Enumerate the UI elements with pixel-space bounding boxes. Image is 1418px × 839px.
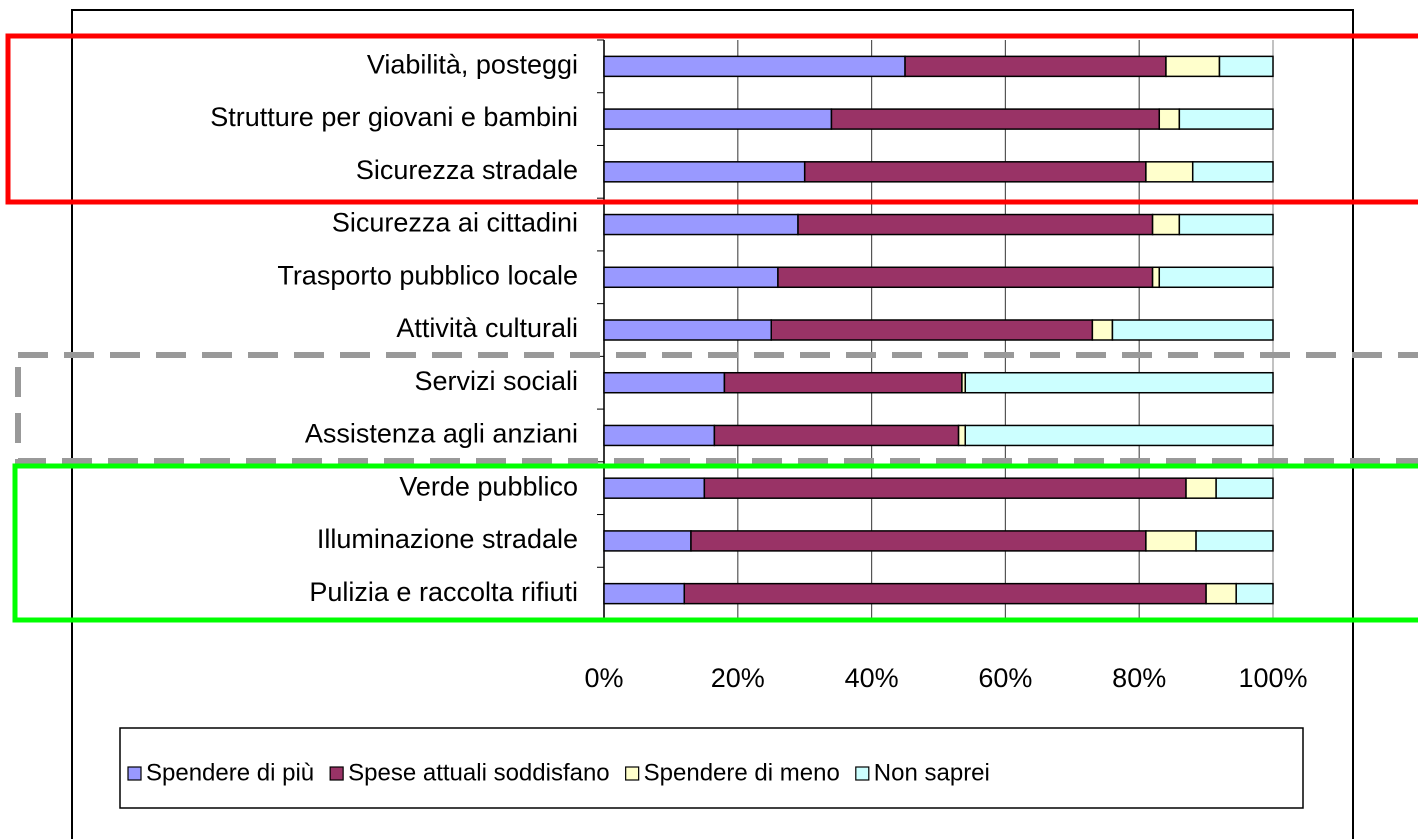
category-label: Strutture per giovani e bambini xyxy=(210,102,578,132)
bar-segment xyxy=(803,161,1147,183)
x-tick-label: 60% xyxy=(978,663,1032,693)
legend-swatch xyxy=(127,766,142,781)
category-label: Viabilità, posteggi xyxy=(367,49,578,79)
legend-swatch xyxy=(625,766,640,781)
legend-label: Spendere di più xyxy=(146,759,314,786)
bar-segment xyxy=(1195,530,1274,552)
bar-segment xyxy=(1235,582,1274,605)
legend-label: Spendere di meno xyxy=(644,759,840,786)
highlight-red xyxy=(5,33,1418,205)
x-tick-label: 100% xyxy=(1238,663,1307,693)
highlight-green xyxy=(12,463,1418,623)
bar-segment xyxy=(603,477,706,499)
legend-label: Spese attuali soddisfano xyxy=(348,759,610,786)
bar-segment xyxy=(1151,266,1161,289)
x-tick-label: 0% xyxy=(584,663,623,693)
bar-segment xyxy=(723,371,963,394)
bar-segment xyxy=(1185,477,1217,499)
category-label: Trasporto pubblico locale xyxy=(277,260,578,290)
bar-segment xyxy=(603,55,906,78)
bar-segment xyxy=(1178,213,1274,236)
legend-box xyxy=(119,727,1304,809)
bar-segment xyxy=(1205,582,1237,605)
bar-segment xyxy=(830,108,1161,130)
bar-segment xyxy=(603,319,772,341)
chart-border xyxy=(71,9,1354,839)
bar-segment xyxy=(603,424,716,447)
category-label: Verde pubblico xyxy=(399,471,578,501)
legend-label: Non saprei xyxy=(874,759,990,786)
x-tick-label: 80% xyxy=(1112,663,1166,693)
bar-segment xyxy=(964,424,1274,447)
bar-segment xyxy=(1191,161,1274,183)
bar-segment xyxy=(1145,161,1194,183)
bar-segment xyxy=(1158,266,1274,289)
x-tick-label: 40% xyxy=(845,663,899,693)
bar-segment xyxy=(603,266,779,289)
bar-segment xyxy=(603,530,692,552)
bar-segment xyxy=(1165,55,1221,78)
bar-segment xyxy=(703,477,1187,499)
category-label: Attività culturali xyxy=(396,313,578,343)
bar-segment xyxy=(603,161,806,183)
category-label: Servizi sociali xyxy=(414,366,578,396)
bar-segment xyxy=(1091,319,1114,341)
bar-segment xyxy=(683,582,1207,605)
bar-segment xyxy=(603,213,799,236)
category-label: Pulizia e raccolta rifiuti xyxy=(309,577,578,607)
bar-segment xyxy=(603,371,726,394)
bar-segment xyxy=(690,530,1147,552)
bar-segment xyxy=(1178,108,1274,130)
bar-segment xyxy=(770,319,1094,341)
bar-segment xyxy=(603,582,686,605)
bar-segment xyxy=(797,213,1154,236)
category-label: Assistenza agli anziani xyxy=(305,419,578,449)
highlight-gray xyxy=(15,352,1418,464)
plot-area: 0% 20% 40% 60% 80% 100% Viabilità, posteggi Str… xyxy=(210,39,1308,693)
bar-segment xyxy=(904,55,1167,78)
category-label: Sicurezza ai cittadini xyxy=(332,208,578,238)
bar-segment xyxy=(1158,108,1181,130)
category-label: Illuminazione stradale xyxy=(317,524,578,554)
bar-segment xyxy=(1215,477,1274,499)
x-tick-label: 20% xyxy=(711,663,765,693)
category-label: Sicurezza stradale xyxy=(356,155,578,185)
bar-segment xyxy=(713,424,960,447)
bar-segment xyxy=(1111,319,1274,341)
bar-segment xyxy=(964,371,1274,394)
legend-swatch xyxy=(855,766,870,781)
bar-segment xyxy=(1151,213,1181,236)
legend: Spendere di più Spese attuali soddisfano S… xyxy=(127,759,990,786)
bar-segment xyxy=(1145,530,1197,552)
bar-segment xyxy=(1218,55,1274,78)
legend-swatch xyxy=(329,766,344,781)
bar-segment xyxy=(957,424,967,447)
bar-segment xyxy=(603,108,833,130)
bar-segment xyxy=(777,266,1154,289)
